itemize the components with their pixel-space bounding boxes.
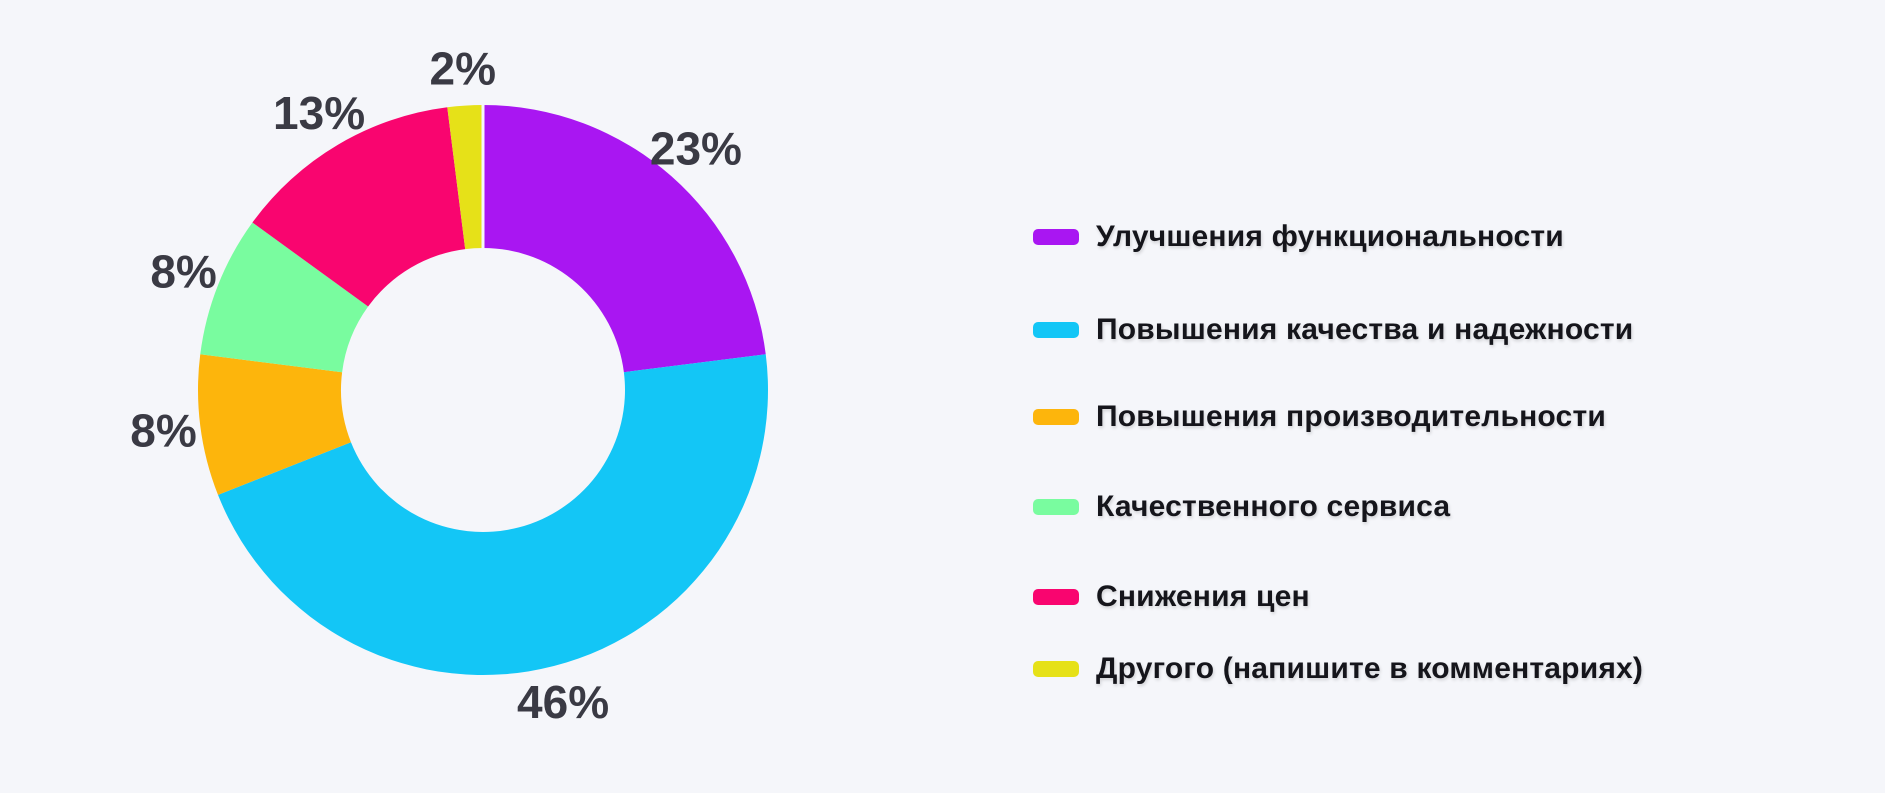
legend-label: Улучшения функциональности [1096,220,1564,253]
legend-item-lower-prices: Снижения цен [1033,574,1643,620]
legend-label: Другого (напишите в комментариях) [1096,652,1644,685]
percent-label-3: 8% [150,246,216,298]
percent-label-4: 13% [273,87,365,139]
legend-swatch-icon [1033,589,1079,605]
legend-swatch-icon [1033,661,1079,677]
legend-item-service: Качественного сервиса [1033,484,1643,530]
pie-slice-1 [218,354,768,676]
legend-item-quality-reliability: Повышения качества и надежности [1033,307,1643,353]
legend-swatch-icon [1033,229,1079,245]
pie-slice-0 [483,105,766,373]
percent-label-0: 23% [650,123,742,175]
legend-item-functionality: Улучшения функциональности [1033,214,1643,260]
legend-swatch-icon [1033,409,1079,425]
pie-slice-5 [447,105,483,250]
donut-chart: 23% 46% 8% 8% 13% 2% [130,43,768,728]
legend-swatch-icon [1033,499,1079,515]
percent-label-1: 46% [517,676,609,728]
legend-label: Повышения качества и надежности [1096,313,1634,346]
legend-item-other: Другого (напишите в комментариях) [1033,646,1643,692]
percent-label-5: 2% [430,43,496,95]
chart-legend: Улучшения функциональности Повышения кач… [1033,214,1643,692]
legend-label: Повышения производительности [1096,400,1606,433]
pie-slice-4 [252,107,466,307]
legend-label: Качественного сервиса [1096,490,1451,523]
legend-item-performance: Повышения производительности [1033,394,1643,440]
pie-slice-3 [200,222,369,373]
percent-label-2: 8% [130,404,196,456]
pie-slice-2 [198,354,351,495]
legend-swatch-icon [1033,322,1079,338]
legend-label: Снижения цен [1096,580,1310,613]
